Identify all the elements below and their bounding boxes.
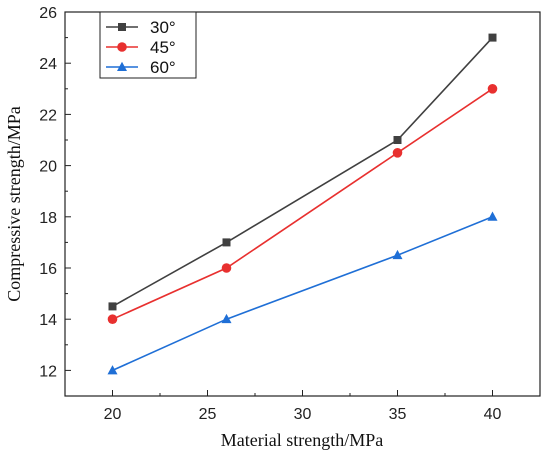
series-layer [107, 33, 498, 375]
legend-label: 45° [150, 38, 176, 57]
data-point [392, 249, 403, 260]
legend-item: 45° [106, 38, 176, 57]
x-axis-title: Material strength/MPa [221, 430, 383, 450]
data-point [487, 84, 498, 94]
data-point [107, 365, 118, 375]
data-point [221, 313, 232, 324]
series-line [112, 37, 494, 308]
y-tick-label: 20 [39, 159, 57, 176]
y-tick-label: 22 [39, 107, 57, 124]
legend-marker [117, 61, 127, 71]
x-tick-label: 30 [294, 406, 312, 423]
legend-marker [118, 23, 126, 31]
x-tick-label: 40 [484, 406, 502, 423]
legend-label: 30° [150, 18, 176, 37]
series-1 [108, 33, 497, 311]
x-tick-label: 20 [104, 406, 122, 423]
series-line [112, 88, 493, 320]
y-tick-label: 18 [39, 210, 57, 227]
data-point [108, 302, 117, 311]
y-axis-title: Compressive strength/MPa [4, 106, 24, 302]
legend-items: 30°45°60° [106, 18, 176, 77]
y-tick-label: 24 [39, 56, 57, 73]
series-line [112, 216, 493, 372]
legend: 30°45°60° [99, 11, 197, 79]
y-tick-label: 16 [39, 261, 57, 278]
legend-label: 60° [150, 58, 176, 77]
data-point [392, 148, 403, 158]
y-axis-ticks: 12 14 16 18 20 22 24 26 [39, 5, 71, 380]
x-axis-ticks: 20 25 30 35 40 [104, 390, 502, 423]
data-point [487, 211, 498, 221]
series-3 [107, 211, 498, 375]
legend-item: 30° [106, 18, 176, 37]
series-2 [107, 84, 498, 325]
y-tick-label: 26 [39, 5, 57, 22]
data-point [222, 238, 231, 247]
data-point [107, 314, 118, 325]
y-tick-label: 12 [39, 363, 57, 380]
data-point [488, 33, 497, 42]
legend-marker [117, 42, 127, 52]
legend-item: 60° [106, 58, 176, 77]
data-point [393, 136, 402, 144]
y-tick-label: 14 [39, 312, 57, 329]
legend-box [99, 11, 197, 79]
x-tick-label: 35 [389, 406, 407, 423]
x-tick-label: 25 [199, 406, 217, 423]
data-point [221, 263, 232, 273]
